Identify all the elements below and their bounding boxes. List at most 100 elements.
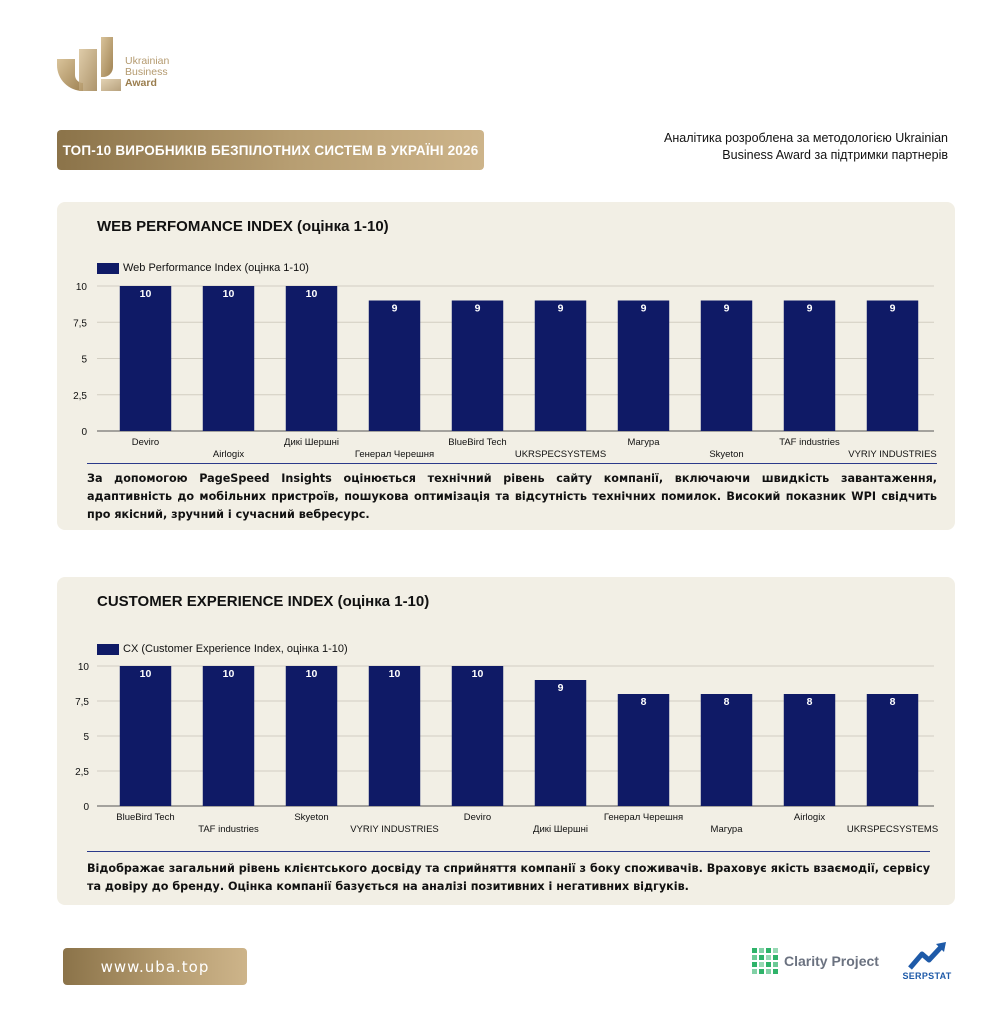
wpi-card: WEB PERFOMANCE INDEX (оцінка 1-10) Web P… [57, 202, 955, 530]
wpi-y-tick-label: 10 [76, 282, 88, 293]
wpi-category-label: BlueBird Tech [448, 437, 506, 448]
cx-description: Відображає загальний рівень клієнтського… [87, 862, 930, 893]
cx-bar-value-label: 10 [472, 668, 484, 680]
cx-category-label: Airlogix [794, 812, 825, 823]
wpi-bar-value-label: 9 [392, 303, 398, 315]
cx-divider [87, 851, 930, 852]
cx-y-tick-label: 7,5 [75, 697, 89, 708]
cx-category-label: TAF industries [198, 824, 259, 835]
wpi-bar-value-label: 9 [558, 303, 564, 315]
wpi-category-label: TAF industries [779, 437, 840, 448]
cx-legend-label: CX (Customer Experience Index, оцінка 1-… [123, 643, 348, 655]
methodology-credit: Аналітика розроблена за методологією Ukr… [628, 130, 948, 164]
wpi-y-tick-label: 0 [81, 427, 87, 438]
logo-line-3: Award [125, 77, 157, 89]
cx-bar-value-label: 10 [306, 668, 318, 680]
cx-y-tick-label: 5 [83, 732, 89, 743]
wpi-category-label: Skyeton [709, 449, 743, 460]
clarity-project-name: Clarity Project [784, 953, 879, 969]
wpi-bar [866, 300, 919, 431]
cx-bar [783, 694, 836, 806]
uba-logo: Ukrainian Business Award [57, 37, 187, 91]
cx-category-label: BlueBird Tech [116, 812, 174, 823]
cx-bar-value-label: 10 [223, 668, 235, 680]
cx-category-label: Магура [711, 824, 744, 835]
serpstat-logo: SERPSTAT [898, 940, 956, 984]
cx-bar-value-label: 8 [641, 696, 647, 708]
cx-bar [534, 680, 587, 806]
cx-category-label: Deviro [464, 812, 491, 823]
wpi-bar [783, 300, 836, 431]
cx-bar-value-label: 10 [389, 668, 401, 680]
wpi-category-label: UKRSPECSYSTEMS [515, 449, 606, 460]
cx-legend-swatch [97, 643, 119, 655]
cx-category-label: Дикі Шершні [533, 824, 588, 835]
wpi-bar-value-label: 10 [223, 288, 235, 300]
cx-bar [700, 694, 753, 806]
cx-y-tick-label: 2,5 [75, 767, 89, 778]
credit-line-2: Business Award за підтримки партнерів [722, 148, 948, 162]
cx-bar-value-label: 8 [724, 696, 730, 708]
wpi-y-tick-label: 2,5 [73, 391, 87, 402]
serpstat-chart-icon [908, 942, 946, 970]
wpi-bar-value-label: 10 [140, 288, 152, 300]
wpi-bar-value-label: 9 [641, 303, 647, 315]
wpi-description: За допомогою PageSpeed Insights оцінюєть… [87, 472, 937, 521]
wpi-bar-value-label: 9 [475, 303, 481, 315]
cx-bar-value-label: 9 [558, 682, 564, 694]
cx-bar [617, 694, 670, 806]
website-url[interactable]: www.uba.top [100, 957, 210, 976]
uba-logo-mark [57, 37, 121, 91]
cx-bar [119, 666, 172, 806]
cx-bar [285, 666, 338, 806]
wpi-divider [87, 463, 937, 464]
cx-chart-title: CUSTOMER EXPERIENCE INDEX (оцінка 1-10) [97, 593, 430, 610]
page-title-banner: ТОП-10 ВИРОБНИКІВ БЕЗПІЛОТНИХ СИСТЕМ В У… [57, 130, 484, 170]
cx-bar [202, 666, 255, 806]
wpi-bar [534, 300, 587, 431]
wpi-bar-value-label: 9 [807, 303, 813, 315]
logo-line-1: Ukrainian [125, 55, 170, 67]
wpi-bar [451, 300, 504, 431]
wpi-bar [119, 286, 172, 431]
wpi-legend: Web Performance Index (оцінка 1-10) [97, 262, 309, 274]
cx-card: CUSTOMER EXPERIENCE INDEX (оцінка 1-10) … [57, 577, 955, 905]
serpstat-name: SERPSTAT [902, 971, 952, 981]
cx-bar [451, 666, 504, 806]
cx-category-label: VYRIY INDUSTRIES [350, 824, 439, 835]
wpi-bar [368, 300, 421, 431]
credit-line-1: Аналітика розроблена за методологією Ukr… [664, 131, 948, 145]
website-link[interactable]: www.uba.top [63, 948, 247, 985]
wpi-chart-title: WEB PERFOMANCE INDEX (оцінка 1-10) [97, 218, 389, 235]
cx-bar-chart: 0 2,5 5 7,5 10 10 BlueBird Tech 10 TAF industrie… [75, 662, 938, 835]
cx-y-tick-label: 0 [83, 802, 89, 813]
wpi-y-tick-label: 7,5 [73, 318, 87, 329]
wpi-legend-swatch [97, 262, 119, 274]
logo-line-2: Business [125, 66, 168, 78]
cx-category-label: Skyeton [294, 812, 328, 823]
wpi-bar-value-label: 9 [724, 303, 730, 315]
cx-bar-value-label: 8 [807, 696, 813, 708]
wpi-legend-label: Web Performance Index (оцінка 1-10) [123, 262, 309, 274]
clarity-grid-icon [752, 948, 778, 974]
cx-y-tick-label: 10 [78, 662, 90, 673]
cx-bar-value-label: 8 [890, 696, 896, 708]
cx-bar-value-label: 10 [140, 668, 152, 680]
wpi-category-label: Airlogix [213, 449, 244, 460]
wpi-category-label: Магура [628, 437, 661, 448]
wpi-bar-value-label: 10 [306, 288, 318, 300]
cx-category-label: UKRSPECSYSTEMS [847, 824, 938, 835]
wpi-bar-value-label: 9 [890, 303, 896, 315]
wpi-category-label: VYRIY INDUSTRIES [848, 449, 937, 460]
wpi-bar-chart: 0 2,5 5 7,5 10 10 Deviro 10 Airlogix 10 Дикі Шершн… [73, 282, 937, 460]
wpi-bar [700, 300, 753, 431]
wpi-bar [285, 286, 338, 431]
cx-bar [368, 666, 421, 806]
wpi-category-label: Дикі Шершні [284, 437, 339, 448]
wpi-bar [617, 300, 670, 431]
wpi-category-label: Генерал Черешня [355, 449, 434, 460]
clarity-project-logo: Clarity Project [752, 947, 879, 975]
cx-bar [866, 694, 919, 806]
wpi-y-tick-label: 5 [81, 355, 87, 366]
cx-legend: CX (Customer Experience Index, оцінка 1-… [97, 643, 348, 655]
